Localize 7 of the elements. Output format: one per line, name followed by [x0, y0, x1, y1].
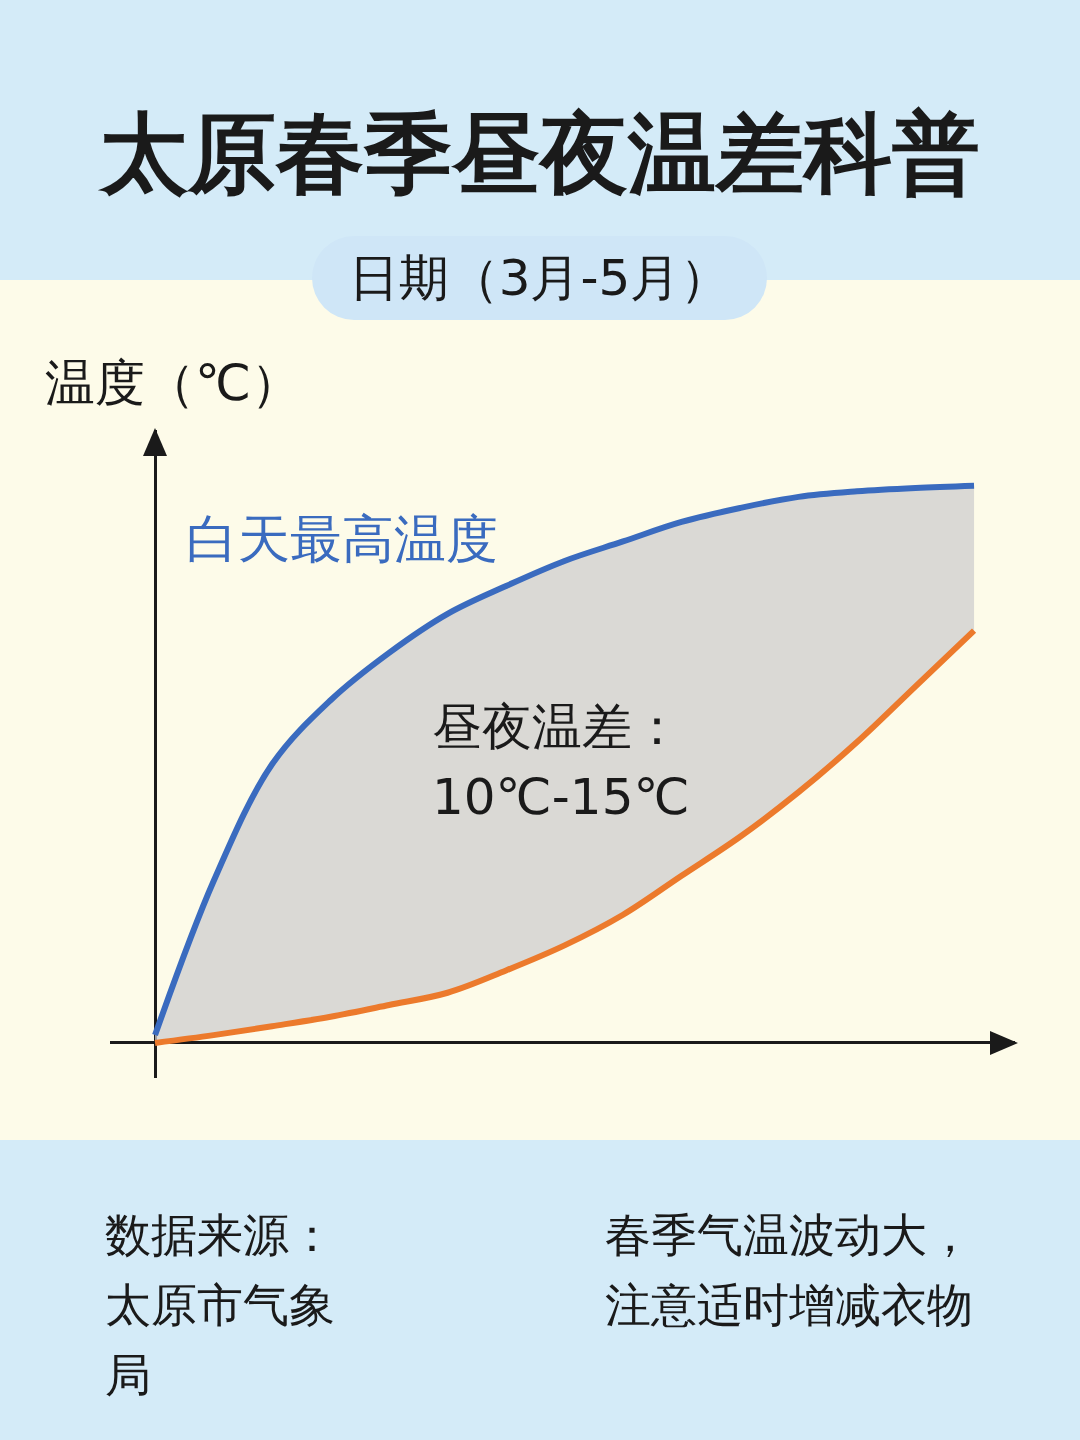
series-label: 白天最高温度 — [186, 508, 498, 571]
chart-subtitle: 日期（3月-5月） — [312, 236, 767, 320]
text: 春季气温波动大，注意适时增减衣物 — [605, 1207, 974, 1334]
y-axis-title: 温度（℃） — [45, 353, 302, 414]
annotation: 昼夜温差：10℃-15℃ — [432, 697, 691, 828]
source-note: 数据来源：太原市气象局 — [105, 1207, 336, 1404]
chart-title: 太原春季昼夜温差科普 — [97, 101, 981, 207]
